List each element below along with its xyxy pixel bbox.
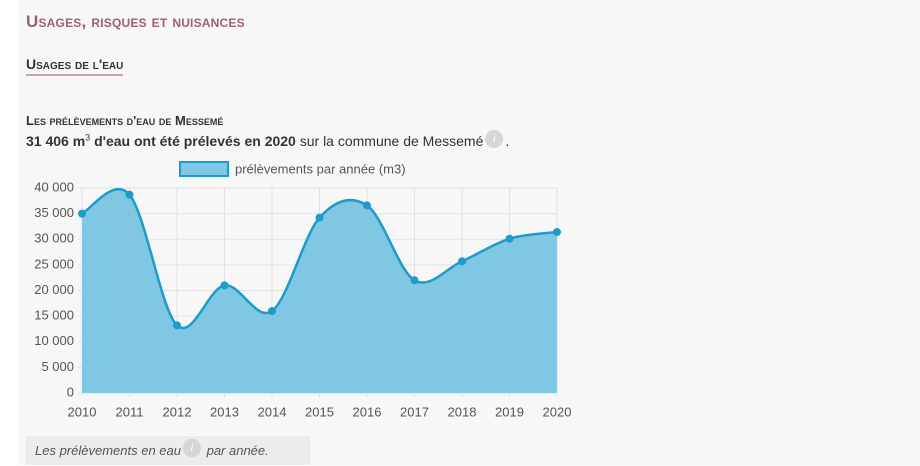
y-tick-label: 30 000 — [34, 231, 74, 246]
x-tick-label: 2011 — [116, 404, 144, 419]
x-tick-label: 2019 — [495, 404, 524, 419]
point — [553, 228, 561, 237]
point — [220, 281, 229, 290]
summary-end: . — [505, 133, 510, 149]
section-title: Usages, risques et nuisances — [26, 12, 245, 31]
summary: 31 406 m3 d'eau ont été prélevés en 2020… — [26, 130, 509, 149]
x-tick-label: 2010 — [68, 404, 97, 419]
legend-label: prélèvements par année (m3) — [235, 161, 406, 176]
x-tick-label: 2015 — [305, 404, 334, 419]
section-subtitle: Usages de l'eau — [26, 56, 124, 76]
y-tick-label: 0 — [67, 384, 74, 399]
caption: Les prélèvements en eau i par année. — [26, 436, 310, 465]
area — [82, 189, 557, 393]
x-tick-label: 2020 — [543, 404, 572, 419]
info-icon[interactable]: i — [485, 130, 504, 148]
x-tick-label: 2018 — [448, 404, 477, 419]
y-tick-label: 10 000 — [34, 333, 74, 348]
y-tick-label: 15 000 — [34, 308, 74, 323]
superscript: 3 — [85, 132, 91, 143]
summary-bold: d'eau ont été prélevés en 2020 — [90, 133, 296, 149]
point — [173, 321, 181, 330]
point — [458, 257, 466, 266]
point — [410, 276, 419, 285]
point — [268, 307, 276, 315]
caption-rest: par année. — [202, 443, 269, 458]
x-tick-label: 2012 — [163, 404, 192, 419]
point — [505, 234, 514, 243]
point — [125, 190, 134, 199]
point — [363, 201, 371, 210]
info-icon[interactable]: i — [182, 439, 201, 457]
amount: 31 406 m — [26, 133, 86, 149]
y-tick-label: 20 000 — [34, 282, 74, 297]
legend-swatch — [179, 161, 229, 177]
point — [315, 213, 324, 222]
x-tick-label: 2017 — [400, 404, 429, 419]
y-tick-label: 5 000 — [41, 359, 74, 374]
x-tick-label: 2016 — [353, 404, 382, 419]
summary-text: sur la commune de Messemé — [295, 133, 484, 149]
y-tick-label: 40 000 — [34, 179, 74, 194]
point — [78, 209, 86, 218]
y-tick-label: 25 000 — [34, 256, 74, 271]
x-tick-label: 2013 — [210, 404, 239, 419]
y-tick-label: 35 000 — [34, 205, 74, 220]
chart-title: Les prélèvements d'eau de Messemé — [26, 113, 224, 128]
caption-text: Les prélèvements en eau — [35, 443, 181, 458]
x-tick-label: 2014 — [258, 404, 287, 419]
